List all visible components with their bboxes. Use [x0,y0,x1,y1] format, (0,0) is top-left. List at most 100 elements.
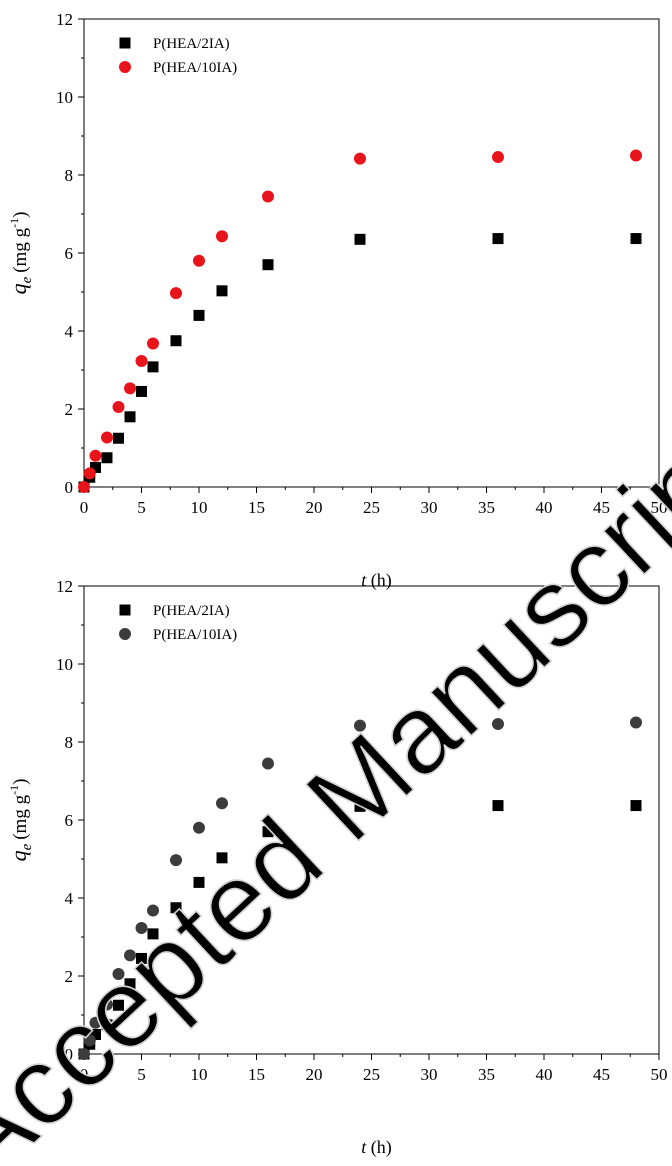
legend: P(HEA/2IA) P(HEA/10IA) [119,36,237,76]
x-tick-label: 45 [593,498,610,517]
y-tick-label: 8 [65,733,74,752]
data-point-square [216,852,228,864]
data-point-circle [83,1034,96,1047]
y-axis-variable: q [6,283,31,294]
data-point-square [193,309,205,321]
data-point-circle [216,797,228,810]
x-axis-unit: (h) [366,570,392,591]
x-tick-label: 25 [363,1065,380,1084]
legend-marker-circle [119,628,131,640]
x-tick-label: 25 [363,498,380,517]
y-axis-superscript: -1 [7,218,21,228]
x-tick-label: 0 [80,498,89,517]
legend-marker-square [119,37,131,49]
plot-frame [83,18,660,488]
y-tick-label: 6 [65,244,74,263]
y-tick-label: 4 [65,322,74,341]
x-axis-unit: (h) [366,1137,392,1158]
x-tick-label: 30 [421,498,438,517]
x-tick-label: 5 [137,1065,146,1084]
legend-label: P(HEA/2IA) [153,603,230,619]
legend-label: P(HEA/10IA) [153,627,237,643]
data-point-circle [135,922,148,935]
watermark-text: Accepted Manuscript [0,400,672,1166]
y-tick-label: 0 [65,1045,74,1064]
x-tick-label: 40 [536,498,553,517]
x-axis-label: t (h) [361,1137,392,1158]
x-axis-variable: t [361,1137,367,1157]
data-point-square [170,335,182,347]
x-tick-label: 40 [536,1065,553,1084]
x-tick-label: 10 [191,498,208,517]
y-axis-unit: (mg g [10,227,31,272]
data-point-square [492,233,504,245]
y-tick-label: 2 [65,967,74,986]
y-tick-label: 2 [65,400,74,419]
y-tick-label: 6 [65,811,74,830]
data-point-circle [89,1016,102,1029]
data-point-circle [193,821,205,834]
x-tick-label: 35 [478,498,495,517]
series-1 [78,233,642,493]
data-point-square [354,800,366,812]
data-point-square [492,800,504,812]
x-tick-label: 30 [421,1065,438,1084]
data-point-circle [83,467,96,480]
y-axis-label: qe (mg g-1) [6,212,35,295]
y-axis-unit: (mg g [10,794,31,839]
data-point-square [136,385,147,397]
chart-2: 0 5 10 15 20 25 30 35 40 45 50 0 2 4 6 8 10 12 t (h) qe (mg … [6,577,668,1158]
data-point-square [170,902,182,914]
data-point-circle [193,254,205,267]
data-point-circle [147,904,159,917]
data-point-circle [78,1048,90,1060]
y-axis-superscript: -1 [7,785,21,795]
y-tick-label: 0 [65,478,74,497]
data-point-circle [135,355,148,368]
x-tick-label: 35 [478,1065,495,1084]
data-point-circle [101,998,113,1011]
legend-label: P(HEA/10IA) [153,60,237,76]
series-2 [78,149,642,493]
data-point-circle [89,449,102,462]
y-tick-label: 12 [56,577,73,596]
x-tick-label: 20 [306,1065,323,1084]
data-point-square [630,233,642,245]
data-point-square [101,1019,113,1031]
series-2 [78,716,642,1060]
y-tick-label: 10 [56,88,73,107]
data-point-circle [262,757,274,770]
x-tick-label: 15 [248,498,265,517]
data-point-circle [147,337,159,350]
x-tick-label: 15 [248,1065,265,1084]
data-point-circle [112,968,125,981]
data-point-circle [262,190,274,203]
data-point-circle [101,431,113,444]
x-tick-label: 20 [306,498,323,517]
y-tick-label: 10 [56,655,73,674]
legend-label: P(HEA/2IA) [153,36,230,52]
data-point-square [216,285,228,297]
x-tick-label: 10 [191,1065,208,1084]
y-tick-label: 12 [56,10,73,29]
chart-1: 0 5 10 15 20 25 30 35 40 45 50 0 2 4 6 8 10 12 t (h) qe (mg … [6,10,668,591]
y-axis-unit-close: ) [10,779,31,785]
data-point-circle [492,718,504,731]
data-point-square [113,432,124,444]
data-point-circle [78,481,90,493]
x-axis-label: t (h) [361,570,392,591]
y-axis-unit-close: ) [10,212,31,218]
data-point-circle [354,152,366,165]
data-point-circle [170,854,182,867]
data-point-square [124,411,136,423]
data-point-square [193,876,205,888]
data-point-square [136,952,147,964]
legend: P(HEA/2IA) P(HEA/10IA) [119,603,237,643]
data-point-circle [354,719,366,732]
data-point-circle [124,949,136,962]
x-tick-label: 0 [80,1065,89,1084]
data-point-square [90,1029,101,1040]
legend-marker-square [119,604,131,616]
